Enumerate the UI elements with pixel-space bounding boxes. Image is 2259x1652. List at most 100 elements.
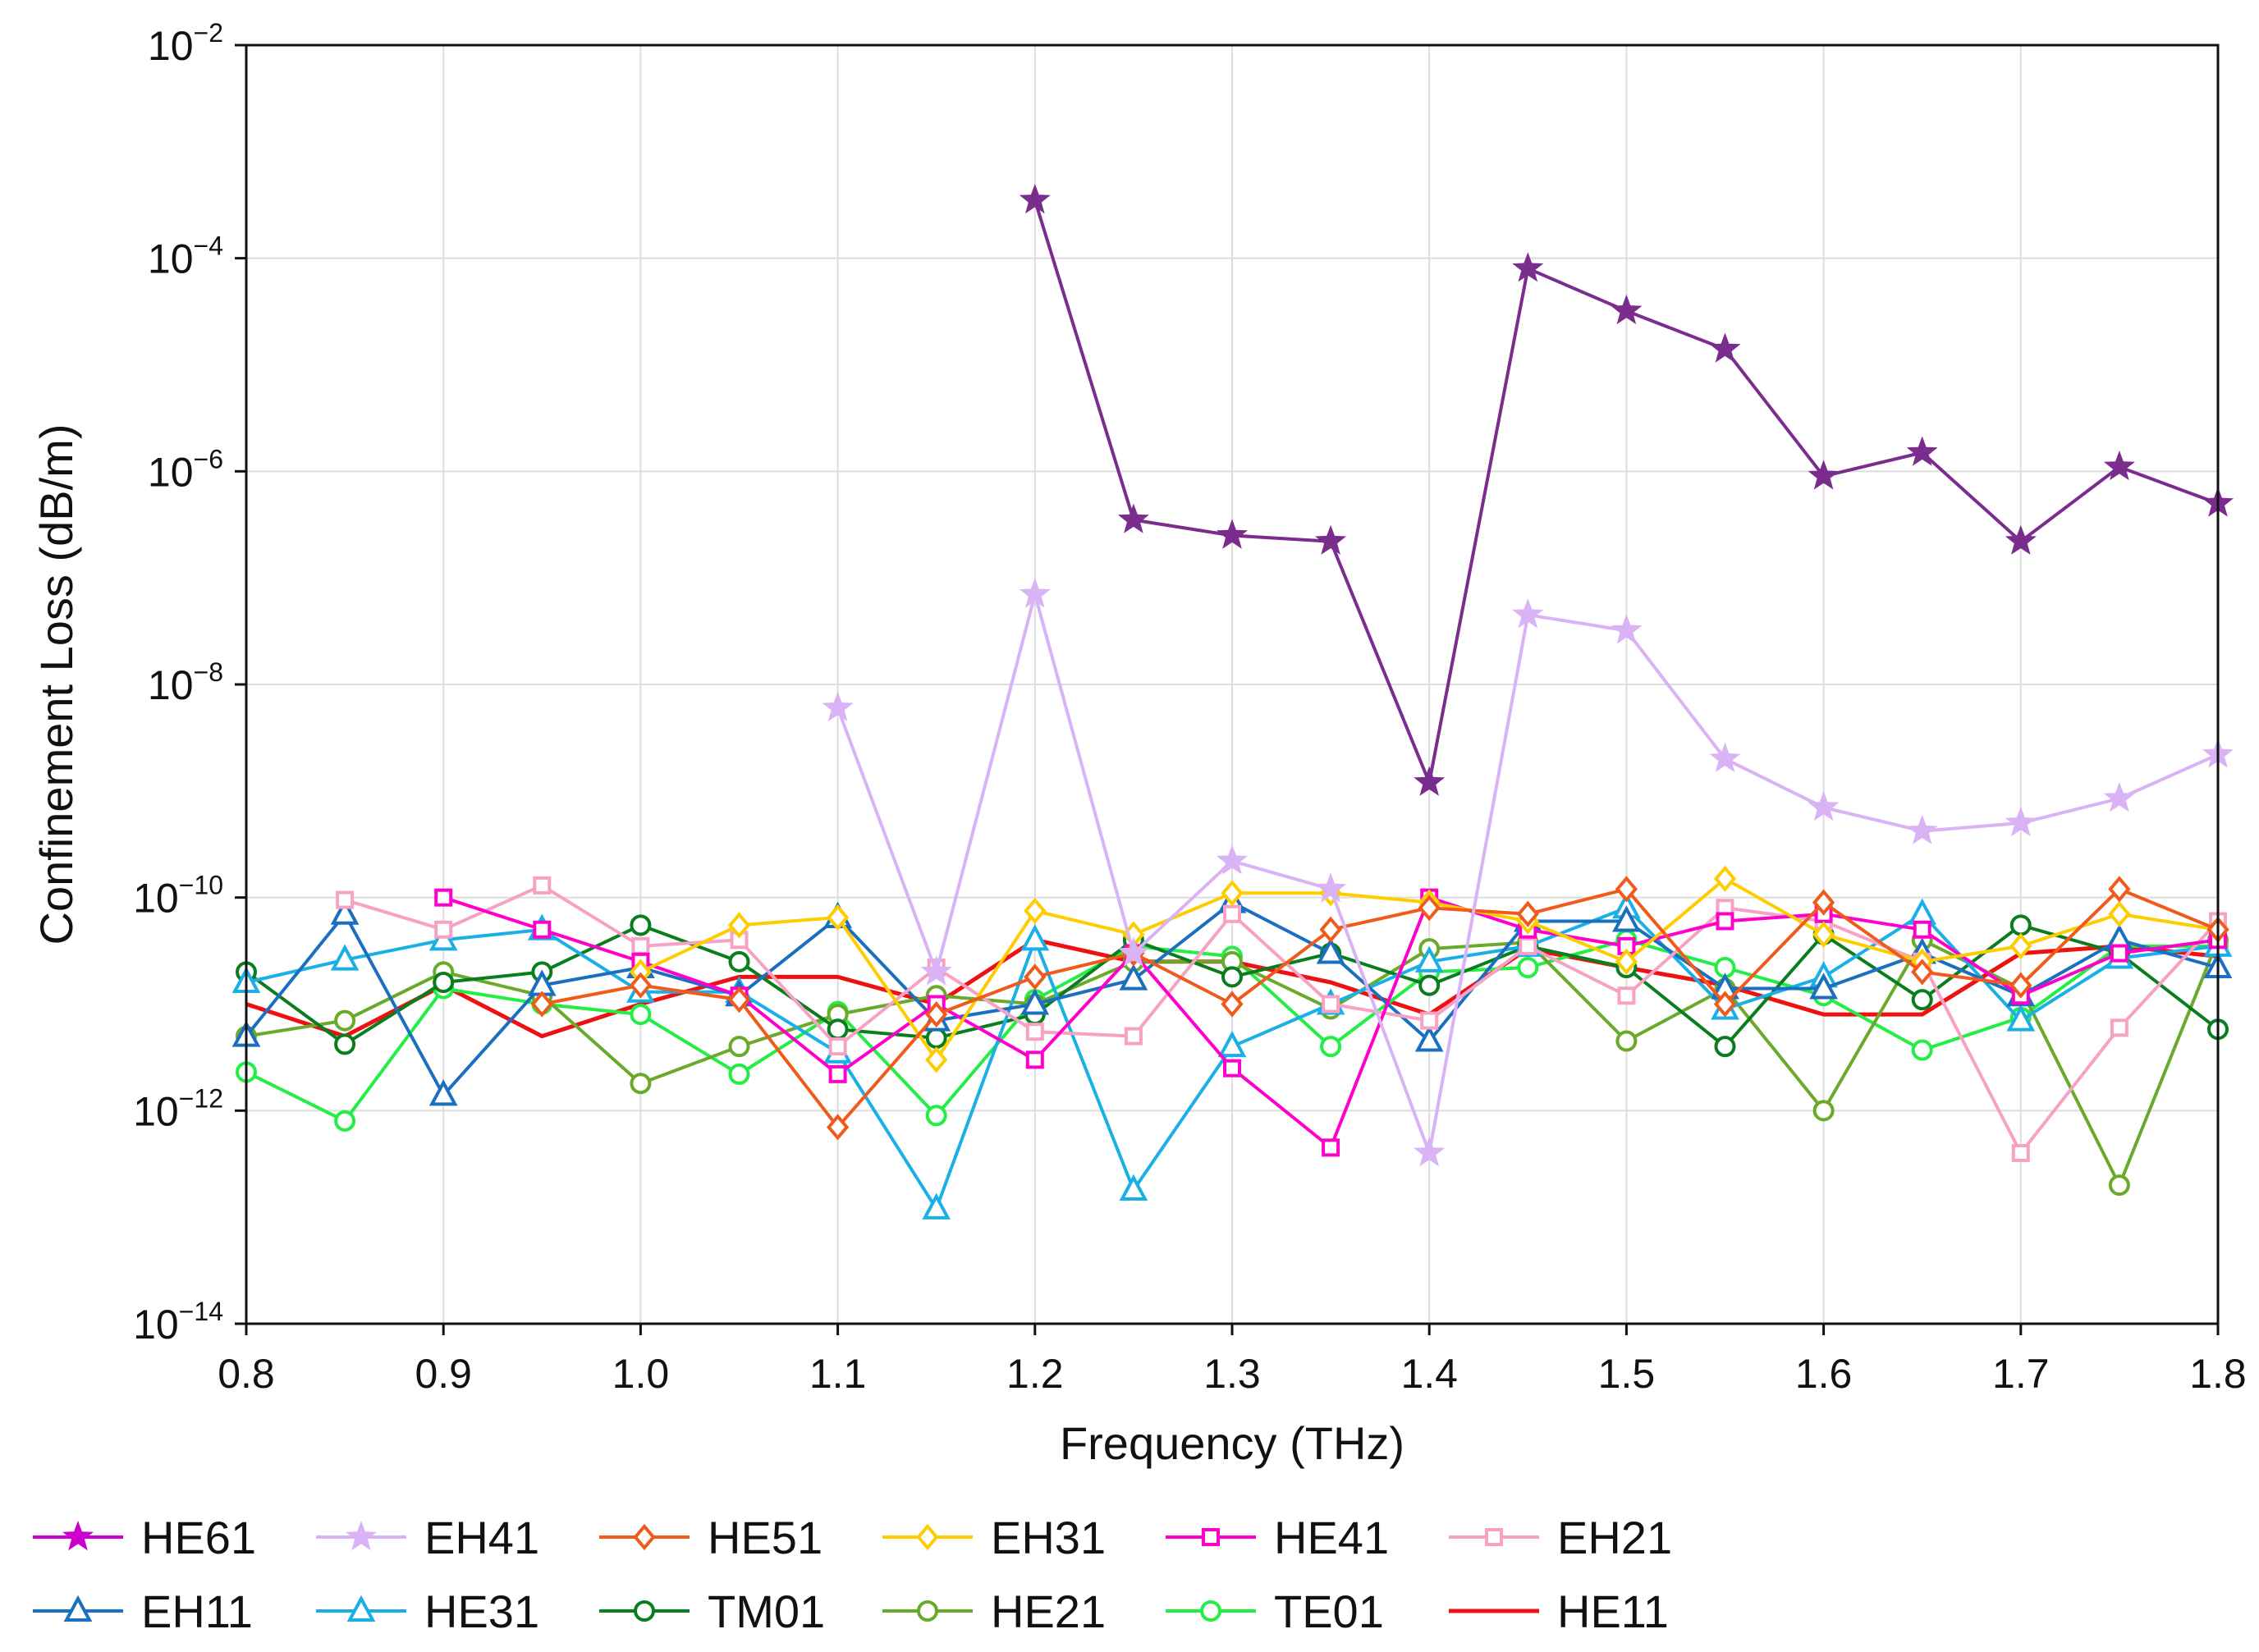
- data-point: [1418, 895, 1441, 922]
- legend-item-te01: TE01: [1166, 1586, 1384, 1637]
- data-point: [630, 914, 652, 936]
- data-point: [1516, 900, 1539, 927]
- data-point: [2011, 1143, 2030, 1162]
- legend-marker: [1200, 1600, 1221, 1622]
- data-point: [828, 1064, 847, 1083]
- data-point: [1221, 991, 1244, 1018]
- data-point: [1217, 519, 1248, 549]
- data-point: [2108, 876, 2131, 903]
- data-point: [826, 1114, 850, 1141]
- x-tick-label: 1.8: [2189, 1351, 2247, 1397]
- data-point: [1414, 945, 1444, 972]
- legend-item-he11: HE11: [1449, 1586, 1669, 1637]
- data-point: [2103, 451, 2135, 481]
- legend-item-tm01: TM01: [599, 1586, 825, 1637]
- data-point: [629, 972, 653, 999]
- data-point: [434, 920, 453, 939]
- legend-label: HE51: [708, 1512, 822, 1563]
- data-point: [1808, 460, 1840, 490]
- data-point: [2110, 1018, 2128, 1037]
- data-point: [2005, 524, 2037, 555]
- data-point: [1809, 972, 1838, 1000]
- data-point: [2108, 1174, 2130, 1197]
- data-point: [1713, 991, 1737, 1018]
- data-point: [1414, 1137, 1446, 1167]
- data-point: [1217, 1030, 1247, 1058]
- legend-label: EH21: [1557, 1512, 1672, 1563]
- data-point: [728, 950, 750, 972]
- data-point: [1414, 766, 1446, 796]
- x-tick-label: 1.4: [1400, 1351, 1458, 1397]
- data-point: [1911, 1039, 1933, 1061]
- data-point: [1019, 184, 1051, 214]
- x-tick-label: 0.8: [218, 1351, 275, 1397]
- legend-item-he41: HE41: [1166, 1512, 1389, 1563]
- legend-item-he51: HE51: [599, 1512, 822, 1563]
- data-point: [728, 1063, 750, 1085]
- legend-item-he61: HE61: [33, 1512, 256, 1563]
- data-point: [1124, 1027, 1143, 1046]
- legend-marker: [346, 1521, 377, 1551]
- y-tick-label: 10−6: [148, 444, 223, 495]
- data-point: [530, 991, 553, 1018]
- data-point: [1025, 1050, 1044, 1069]
- y-tick-label: 10−10: [133, 871, 223, 922]
- legend-marker: [63, 1595, 93, 1622]
- data-point: [1119, 963, 1148, 991]
- series-layer: [231, 184, 2234, 1220]
- data-point: [925, 1027, 947, 1049]
- data-point: [920, 955, 952, 986]
- x-tick-label: 1.6: [1795, 1351, 1853, 1397]
- data-point: [1117, 503, 1149, 533]
- data-point: [1906, 436, 1938, 466]
- legend-item-eh41: EH41: [316, 1512, 539, 1563]
- series-line-he51: [541, 887, 2219, 1129]
- legend-label: TE01: [1274, 1586, 1384, 1637]
- data-point: [1512, 598, 1544, 629]
- legend: HE61 EH41 HE51 EH31 HE41 EH21 EH11 HE31 TM01 HE21…: [33, 1512, 1672, 1637]
- data-point: [1020, 988, 1050, 1015]
- data-point: [1025, 1023, 1044, 1041]
- data-point: [1221, 880, 1244, 907]
- data-point: [631, 936, 650, 955]
- legend-marker: [634, 1600, 655, 1622]
- series-eh41: [822, 578, 2234, 1167]
- data-point: [1320, 1036, 1342, 1058]
- y-tick-label: 10−12: [133, 1083, 223, 1134]
- data-point: [1913, 920, 1931, 939]
- data-point: [2103, 782, 2135, 812]
- data-point: [1221, 966, 1243, 988]
- legend-marker: [1485, 1528, 1503, 1546]
- data-point: [1024, 963, 1047, 991]
- data-point: [1519, 936, 1537, 955]
- data-point: [1812, 889, 1835, 916]
- series-line-eh21: [344, 883, 2220, 1155]
- data-point: [1319, 916, 1342, 943]
- data-point: [826, 904, 850, 931]
- data-point: [428, 1079, 458, 1106]
- legend-item-eh31: EH31: [882, 1512, 1106, 1563]
- data-point: [1611, 614, 1643, 644]
- data-point: [1812, 1100, 1835, 1122]
- data-point: [630, 1004, 652, 1026]
- data-point: [2009, 972, 2032, 999]
- legend-marker: [1202, 1528, 1220, 1546]
- data-point: [828, 1037, 847, 1056]
- data-point: [1611, 294, 1643, 325]
- data-point: [334, 1110, 356, 1132]
- data-point: [630, 1073, 652, 1095]
- data-point: [1709, 742, 1741, 772]
- data-point: [1315, 524, 1347, 555]
- legend-marker: [916, 1523, 939, 1551]
- data-point: [1119, 1174, 1148, 1201]
- data-point: [1322, 1138, 1340, 1157]
- legend-label: HE11: [1557, 1586, 1669, 1637]
- data-point: [1020, 924, 1050, 951]
- data-point: [334, 1033, 356, 1055]
- series-line-eh41: [836, 593, 2219, 1155]
- data-point: [1617, 986, 1636, 1005]
- y-tick-label: 10−8: [148, 657, 223, 708]
- data-point: [2110, 944, 2128, 963]
- data-point: [1911, 959, 1934, 986]
